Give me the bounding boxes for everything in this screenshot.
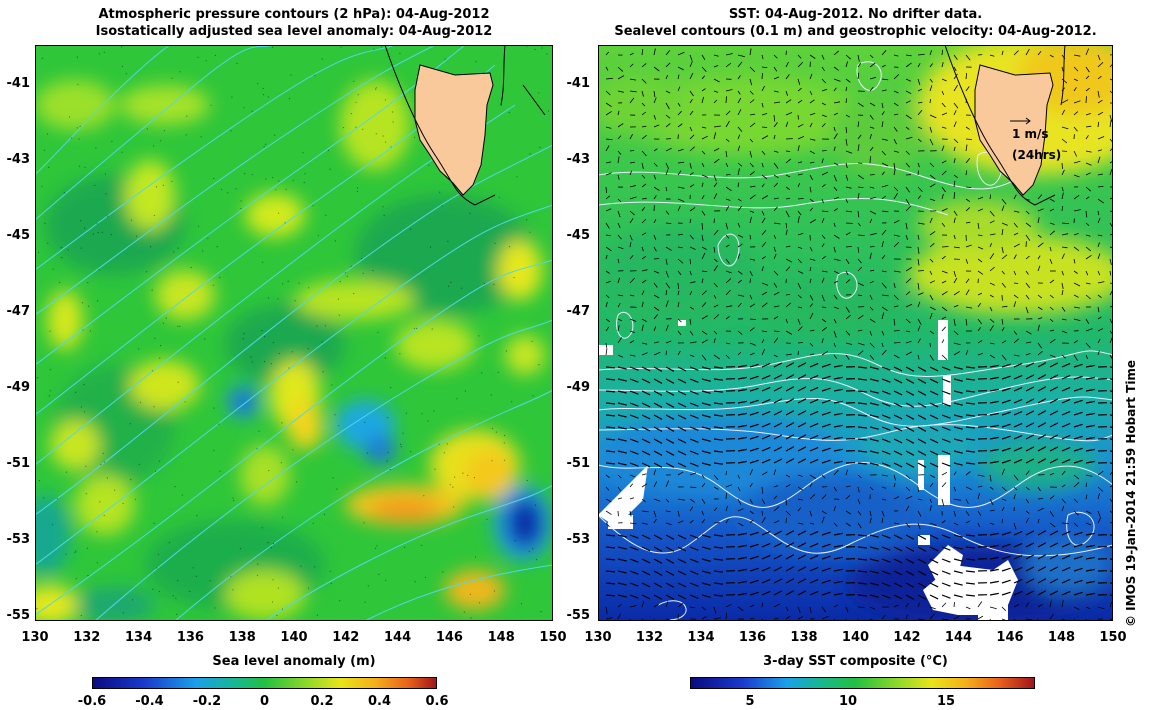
left-map-sla [35,45,553,621]
lat-tick-label: -43 [6,152,31,167]
lon-tick-label: 138 [790,630,818,645]
lat-tick-label: -53 [6,532,31,547]
lon-tick-label: 130 [21,630,49,645]
lon-tick-label: 146 [996,630,1024,645]
colorbar-tick-label: 0 [259,694,270,709]
lon-tick-label: 148 [1047,630,1076,645]
colorbar-tick-label: 10 [838,694,858,709]
lon-tick-label: 138 [228,630,256,645]
lon-tick-label: 140 [280,630,308,645]
lat-tick-label: -47 [566,304,591,319]
lon-tick-label: 132 [635,630,664,645]
lon-tick-label: 148 [487,630,515,645]
lon-tick-label: 140 [841,630,870,645]
lon-tick-label: 134 [687,630,715,645]
right-axis-title: 3-day SST composite (°C) [763,654,948,669]
lon-tick-label: 134 [125,630,153,645]
right-map-sst [598,45,1113,621]
lat-tick-label: -51 [566,456,591,471]
lat-tick-label: -55 [6,608,31,623]
right-title-line2: Sealevel contours (0.1 m) and geostrophi… [614,24,1097,39]
colorbar-tick-label: 0.2 [310,694,334,709]
lat-tick-label: -41 [6,76,31,91]
colorbar-tick-label: 0.4 [367,694,392,709]
lon-tick-label: 136 [738,630,767,645]
colorbar-tick-label: 0.6 [425,694,449,709]
lat-tick-label: -55 [566,608,591,623]
lon-tick-label: 150 [539,630,567,645]
lon-tick-label: 130 [584,630,612,645]
lat-tick-label: -53 [566,532,591,547]
lon-tick-label: 136 [176,630,204,645]
right-title-line1: SST: 04-Aug-2012. No drifter data. [728,7,983,22]
lat-tick-label: -47 [6,304,31,319]
lon-tick-label: 144 [944,630,973,645]
lon-tick-label: 144 [384,630,412,645]
lon-tick-label: 132 [73,630,101,645]
colorbar-tick-label: 15 [936,694,956,709]
velocity-scale-label: 1 m/s [1012,127,1049,141]
left-axis-title: Sea level anomaly (m) [212,654,376,669]
lat-tick-label: -51 [6,456,31,471]
lon-tick-label: 150 [1099,630,1127,645]
lat-tick-label: -45 [566,228,591,243]
lon-tick-label: 142 [893,630,921,645]
colorbar-tick-label: -0.2 [192,694,222,709]
colorbar-tick-label: -0.4 [135,694,164,709]
lat-tick-label: -49 [566,380,591,395]
velocity-scale-period: (24hrs) [1012,148,1062,162]
colorbar-tick-label: 5 [745,694,755,709]
colorbar-tick-label: -0.6 [77,694,107,709]
tasmania-landmass [414,64,494,196]
left-title-line2: Isostatically adjusted sea level anomaly… [95,24,493,39]
lon-tick-label: 142 [332,630,360,645]
lon-tick-label: 146 [435,630,463,645]
lat-tick-label: -41 [566,76,591,91]
tasmania-landmass-sst [974,64,1054,196]
left-colorbar [92,677,437,689]
lat-tick-label: -45 [6,228,31,243]
right-colorbar [690,677,1035,689]
lat-tick-label: -49 [6,380,31,395]
left-title-line1: Atmospheric pressure contours (2 hPa): 0… [98,7,490,22]
lat-tick-label: -43 [566,152,591,167]
imos-credit: © IMOS 19-Jan-2014 21:59 Hobart Time [1124,359,1138,627]
